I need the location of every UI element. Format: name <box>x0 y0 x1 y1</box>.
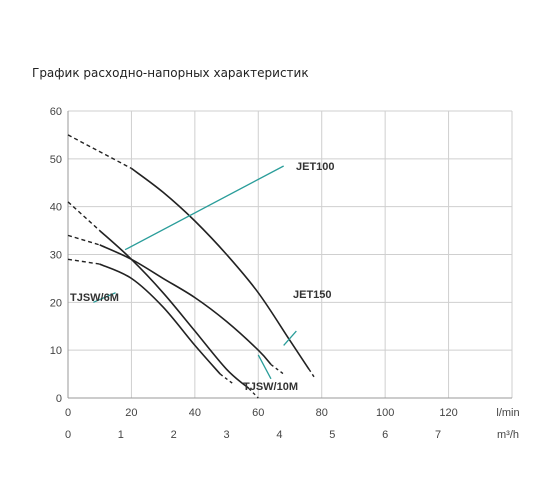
series-curve-end-jet150 <box>308 368 316 380</box>
x-tick-label-lmin: 80 <box>316 407 328 419</box>
y-tick-label: 60 <box>50 106 62 118</box>
series-curve-start-jet100 <box>67 201 101 232</box>
series-curve-jet100 <box>99 230 250 390</box>
y-tick-label: 30 <box>50 250 62 262</box>
x-tick-label-m3h: 1 <box>118 429 124 441</box>
x-tick-label-m3h: 0 <box>65 429 71 441</box>
x-tick-label-lmin: 0 <box>65 407 71 419</box>
y-tick-label: 40 <box>50 202 62 214</box>
chart-title: График расходно-напорных характеристик <box>32 66 309 80</box>
y-tick-label: 20 <box>50 297 62 309</box>
leader-line-jet100 <box>124 165 284 251</box>
series-curve-start-tjsw-10m <box>67 234 100 246</box>
series-label-tjsw-10m: TJSW/10M <box>243 381 298 393</box>
x-tick-label-m3h: 2 <box>171 429 177 441</box>
series-label-jet100: JET100 <box>296 161 335 173</box>
series-curve-end-jet100 <box>248 387 259 399</box>
series-curve-end-tjsw-10m <box>270 363 285 375</box>
x-unit-label-lmin: l/min <box>496 407 519 419</box>
y-tick-label: 10 <box>50 345 62 357</box>
leader-line-tjsw-6m <box>93 292 116 303</box>
series-label-tjsw-6m: TJSW/6M <box>70 292 119 304</box>
x-tick-label-m3h: 7 <box>435 429 441 441</box>
x-tick-label-lmin: 40 <box>189 407 201 419</box>
x-unit-label-m3h: m³/h <box>497 429 519 441</box>
x-tick-label-lmin: 20 <box>125 407 137 419</box>
series-label-jet150: JET150 <box>293 289 332 301</box>
leader-line-tjsw-10m <box>257 354 272 380</box>
x-tick-label-lmin: 100 <box>376 407 394 419</box>
x-tick-label-lmin: 120 <box>439 407 457 419</box>
x-tick-label-m3h: 3 <box>224 429 230 441</box>
x-tick-label-m3h: 5 <box>329 429 335 441</box>
x-tick-label-m3h: 6 <box>382 429 388 441</box>
series-curve-jet150 <box>130 167 310 370</box>
x-tick-label-m3h: 4 <box>276 429 282 441</box>
series-curve-start-jet150 <box>67 134 132 170</box>
y-tick-label: 50 <box>50 154 62 166</box>
y-tick-label: 0 <box>56 393 62 405</box>
series-curve-start-tjsw-6m <box>67 258 100 265</box>
series-curve-tjsw-10m <box>99 244 272 366</box>
leader-line-jet150 <box>283 330 297 346</box>
x-tick-label-lmin: 60 <box>252 407 264 419</box>
series-curve-end-tjsw-6m <box>219 373 234 385</box>
series-curve-tjsw-6m <box>99 263 221 375</box>
